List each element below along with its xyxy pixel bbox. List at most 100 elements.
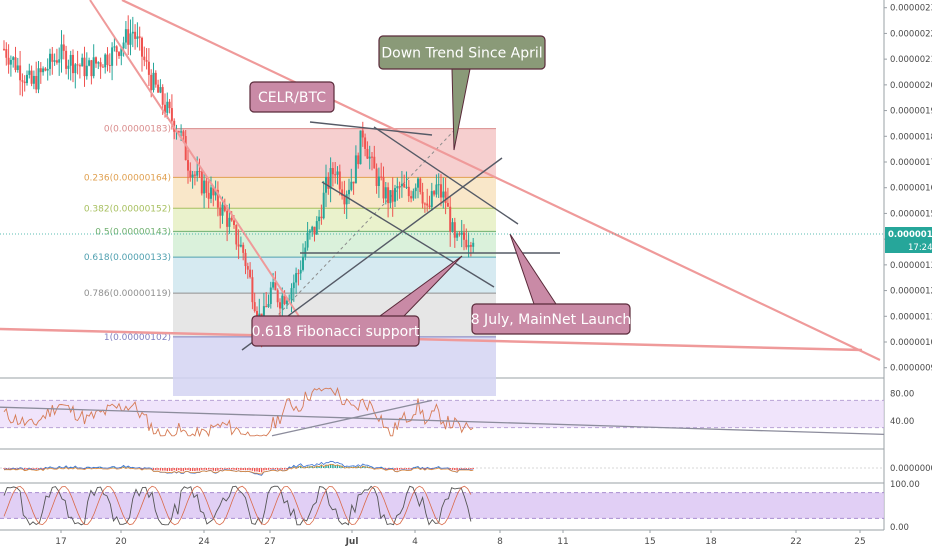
candle-body [78,65,81,67]
candle-body [196,171,199,176]
stoch-tick-label: 0.00 [890,523,909,533]
candle-body [219,207,222,216]
candle-body [159,87,162,93]
time-tick-label: 18 [705,537,717,547]
candle-body [384,187,387,199]
candle-body [115,46,118,53]
callout-pair[interactable]: CELR/BTC [249,81,335,113]
time-tick-label: 20 [115,537,127,547]
candle-body [49,53,51,69]
candle-body [327,176,330,189]
steep-downtrend-line[interactable] [89,0,313,337]
time-tick-label: 15 [644,537,655,547]
callout-mainnet[interactable]: 8 July, MainNet Launch [471,233,632,335]
candle-body [106,54,109,65]
candle-body [239,244,242,247]
candle-body [92,57,95,77]
fibonacci-retracement[interactable]: 0(0.00000183) 0.236(0.00000164) 0.382(0.00… [84,125,496,396]
callout-pointer [509,233,557,305]
candle-body [35,75,38,90]
candle-body [122,42,125,49]
rsi-trend-line[interactable] [0,406,885,436]
candle-body [7,57,10,65]
candle-body [451,222,454,232]
fib-level-label: 0.618(0.00000133) [84,253,171,263]
candle-body [81,57,84,67]
candle-body [302,256,304,270]
channel-lower-line[interactable] [321,181,495,288]
candle-body [131,31,134,34]
candle-body [405,186,408,188]
candle-body [453,222,456,238]
candle-body [72,54,74,74]
candle-body [433,191,436,195]
price-axis: 0.00000230 0.00000220 0.00000210 0.00000200… [884,4,932,374]
candle-body [292,282,295,289]
candle-body [184,136,187,161]
candle-body [141,37,143,57]
candle-body [223,204,226,211]
candle-body [55,60,58,63]
stoch-k-line [3,485,472,526]
candle-body [290,288,293,300]
candle-body [5,49,8,58]
candle-body [249,269,252,278]
candle-body [357,155,360,165]
candle-body [53,60,56,62]
candle-body [297,273,300,275]
candle-body [407,186,410,197]
candle-body [19,65,22,81]
price-axis-area [884,0,932,550]
candle-body [207,192,210,199]
candle-body [465,239,468,248]
price-tick-label: 0.00000090 [890,364,932,374]
candle-body [39,68,42,73]
candle-body [118,52,120,56]
candle-body [111,47,114,66]
channel-top-line[interactable] [309,121,433,136]
candle-body [136,36,139,39]
candle-body [354,155,357,184]
candle-body [318,216,321,222]
callout-text: CELR/BTC [258,90,326,106]
fib-zone [173,128,496,178]
fib-zone [173,257,496,294]
horizontal-support-line[interactable] [0,327,863,352]
fib-zone [173,177,496,209]
candle-body [212,187,215,196]
channel-upper-line[interactable] [373,126,519,225]
callout-box [251,315,420,347]
candle-body [104,54,107,68]
candle-body [134,31,137,39]
fib-level-label: 0.5(0.00000143) [95,227,171,237]
candle-body [101,66,104,68]
fib-level-label: 0.382(0.00000152) [84,204,171,214]
candle-body [283,295,286,304]
candle-body [389,190,392,204]
candle-body [377,176,380,186]
candle-body [214,189,217,196]
candle-body [58,59,61,63]
candle-body [304,247,307,257]
candle-body [67,65,70,69]
candle-body [276,290,279,303]
price-tick-label: 0.00000180 [890,132,932,142]
candle-body [329,168,332,189]
callout-downtrend[interactable]: Down Trend Since April [378,35,546,151]
candle-body [164,104,166,113]
candle-body [435,184,438,195]
candle-body [281,295,284,309]
candle-body [235,225,238,245]
price-tick-label: 0.00000130 [890,261,932,271]
candle-body [246,266,249,270]
candle-body [311,226,314,231]
candle-body [242,244,245,253]
candle-body [371,156,373,158]
macd-signal-line [3,463,474,475]
downtrend-line-april[interactable] [121,0,881,361]
candle-body [426,203,429,206]
rsi-support-line[interactable] [271,399,433,437]
callout-fib-support[interactable]: 0.618 Fibonacci support [251,255,463,347]
